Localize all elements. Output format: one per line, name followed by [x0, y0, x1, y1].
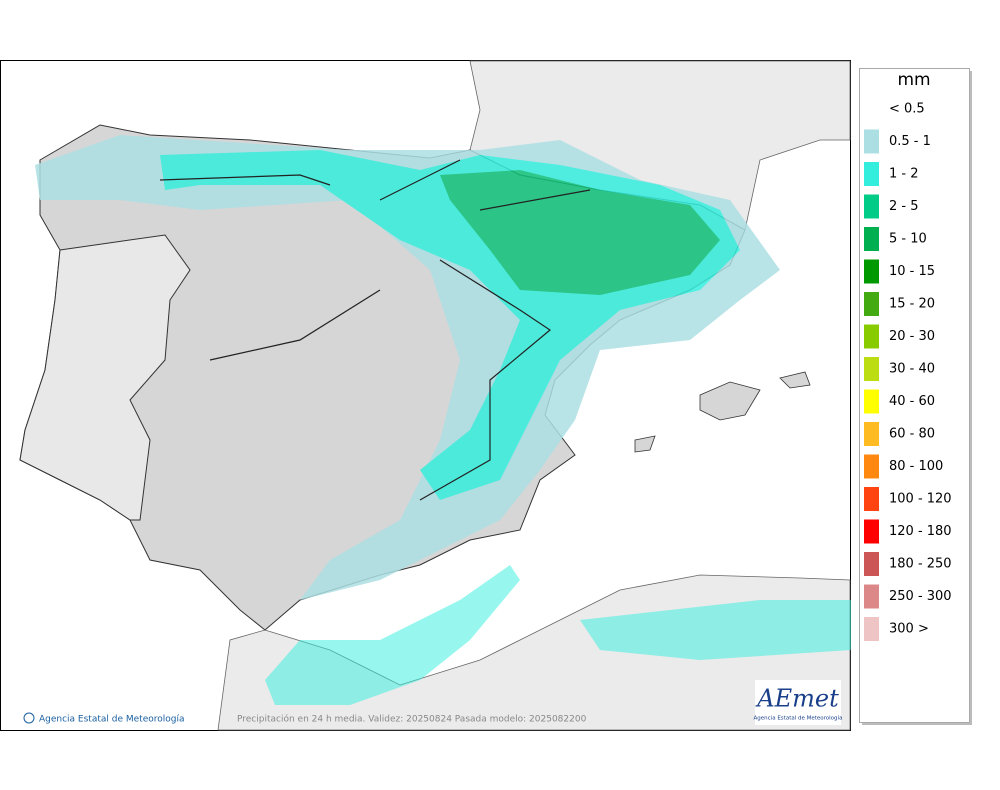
legend-label: 2 - 5	[889, 199, 919, 214]
legend-label: 15 - 20	[889, 297, 935, 312]
legend-label: 250 - 300	[889, 589, 952, 604]
legend-label: < 0.5	[889, 102, 925, 117]
footer-caption: Precipitación en 24 h media. Validez: 20…	[237, 714, 587, 725]
logo-subtitle: Agencia Estatal de Meteorología	[754, 715, 843, 722]
precipitation-areas	[35, 135, 851, 705]
legend-label: 120 - 180	[889, 524, 952, 539]
legend-swatch	[864, 454, 879, 479]
logo-box	[755, 680, 841, 725]
legend-swatch	[864, 519, 879, 544]
legend-swatch	[864, 584, 879, 609]
legend-label: 10 - 15	[889, 264, 935, 279]
area-sea-1-2	[265, 565, 851, 705]
legend-label: 30 - 40	[889, 362, 935, 377]
legend-swatch	[864, 194, 879, 219]
legend-label: 1 - 2	[889, 167, 919, 182]
legend-label: 180 - 250	[889, 557, 952, 572]
legend-label: 60 - 80	[889, 427, 935, 442]
legend-swatch	[864, 162, 879, 186]
area-5-10	[440, 170, 720, 295]
legend-label: 80 - 100	[889, 459, 943, 474]
legend-label: 20 - 30	[889, 329, 935, 344]
legend-swatch	[864, 617, 879, 641]
copyright-icon	[23, 712, 35, 724]
portugal	[19, 234, 191, 521]
legend-unit: mm	[897, 70, 930, 90]
legend-label: 100 - 120	[889, 492, 952, 507]
legend-label: 40 - 60	[889, 394, 935, 409]
legend-swatch	[864, 552, 879, 576]
legend-swatch	[864, 389, 879, 414]
legend-swatch	[864, 324, 879, 349]
footer-credit: Agencia Estatal de Meteorología	[39, 715, 185, 725]
legend-swatch	[864, 227, 879, 251]
legend-label: 0.5 - 1	[889, 134, 931, 149]
map	[19, 60, 851, 731]
legend-label: 300 >	[889, 622, 929, 637]
legend-swatch	[864, 487, 879, 511]
legend: mm < 0.5 0.5 - 1 1 - 2 2 - 5 5 - 10 10 - 15 15…	[859, 68, 972, 725]
legend-swatch	[864, 357, 879, 381]
legend-swatch	[864, 292, 879, 316]
logo: AEmet Agencia Estatal de Meteorología	[754, 680, 843, 725]
legend-swatch	[864, 259, 879, 284]
logo-name: AEmet	[755, 685, 839, 713]
balearic-islands	[634, 371, 811, 453]
legend-swatch	[864, 129, 879, 154]
legend-swatch	[864, 422, 879, 446]
region-borders	[159, 159, 591, 501]
legend-label: 5 - 10	[889, 232, 927, 247]
